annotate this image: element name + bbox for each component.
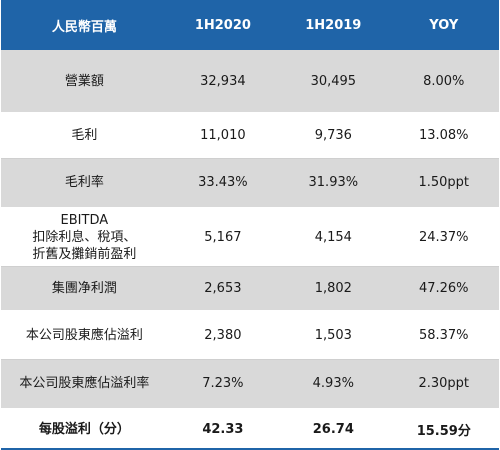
table-row: 本公司股東應佔溢利 2,380 1,503 58.37% (1, 311, 499, 360)
value-1h2019: 31.93% (278, 158, 389, 209)
row-label: 每股溢利（分） (1, 408, 168, 450)
row-label-line: 折舊及攤銷前盈利 (32, 246, 137, 262)
value-yoy: 24.37% (388, 208, 499, 267)
value-1h2019: 9,736 (278, 113, 389, 159)
value-yoy: 2.30ppt (388, 359, 499, 410)
row-label: 毛利率 (1, 158, 168, 209)
header-row: 人民幣百萬 1H2020 1H2019 YOY (1, 0, 499, 50)
value-yoy: 47.26% (388, 266, 499, 312)
value-1h2019: 1,503 (278, 311, 389, 360)
row-label-line: 本公司股東應佔溢利 (25, 327, 143, 343)
value-1h2019: 30,495 (278, 50, 389, 114)
row-label: 營業額 (1, 50, 168, 114)
row-label-line: 集團净利潤 (51, 280, 117, 296)
table-row: 本公司股東應佔溢利率 7.23% 4.93% 2.30ppt (1, 359, 499, 410)
row-label: EBITDA 扣除利息、稅項、 折舊及攤銷前盈利 (1, 208, 168, 267)
value-1h2020: 42.33 (167, 408, 279, 450)
table-row: 集團净利潤 2,653 1,802 47.26% (1, 266, 499, 312)
row-label: 本公司股東應佔溢利率 (1, 359, 168, 410)
value-1h2019: 26.74 (278, 408, 389, 450)
header-metric: 人民幣百萬 (1, 0, 168, 50)
row-label-line: 每股溢利（分） (38, 421, 130, 437)
row-label-line: 本公司股東應佔溢利率 (19, 376, 150, 392)
table-row: 營業額 32,934 30,495 8.00% (1, 50, 499, 114)
value-yoy: 15.59分 (388, 408, 499, 450)
value-1h2020: 2,380 (167, 311, 279, 360)
table-row: 毛利率 33.43% 31.93% 1.50ppt (1, 158, 499, 209)
value-1h2020: 32,934 (167, 50, 279, 114)
header-yoy: YOY (388, 0, 499, 50)
value-1h2020: 11,010 (167, 113, 279, 159)
row-label-line: 毛利 (71, 128, 98, 144)
table-row: 每股溢利（分） 42.33 26.74 15.59分 (1, 408, 499, 450)
header-1h2019: 1H2019 (278, 0, 389, 50)
value-1h2019: 4,154 (278, 208, 389, 267)
header-1h2020: 1H2020 (167, 0, 279, 50)
row-label-line: 毛利率 (64, 175, 104, 191)
table-row: 毛利 11,010 9,736 13.08% (1, 113, 499, 159)
value-1h2019: 4.93% (278, 359, 389, 410)
value-yoy: 13.08% (388, 113, 499, 159)
row-label: 毛利 (1, 113, 168, 159)
value-yoy: 8.00% (388, 50, 499, 114)
value-1h2019: 1,802 (278, 266, 389, 312)
value-1h2020: 5,167 (167, 208, 279, 267)
value-1h2020: 7.23% (167, 359, 279, 410)
value-yoy: 1.50ppt (388, 158, 499, 209)
row-label: 集團净利潤 (1, 266, 168, 312)
row-label-line: 營業額 (64, 73, 104, 89)
value-1h2020: 2,653 (167, 266, 279, 312)
value-1h2020: 33.43% (167, 158, 279, 209)
row-label: 本公司股東應佔溢利 (1, 311, 168, 360)
row-label-line: 扣除利息、稅項、 (32, 229, 137, 245)
row-label-line: EBITDA (60, 212, 109, 228)
table-row: EBITDA 扣除利息、稅項、 折舊及攤銷前盈利 5,167 4,154 24.… (1, 208, 499, 267)
value-yoy: 58.37% (388, 311, 499, 360)
